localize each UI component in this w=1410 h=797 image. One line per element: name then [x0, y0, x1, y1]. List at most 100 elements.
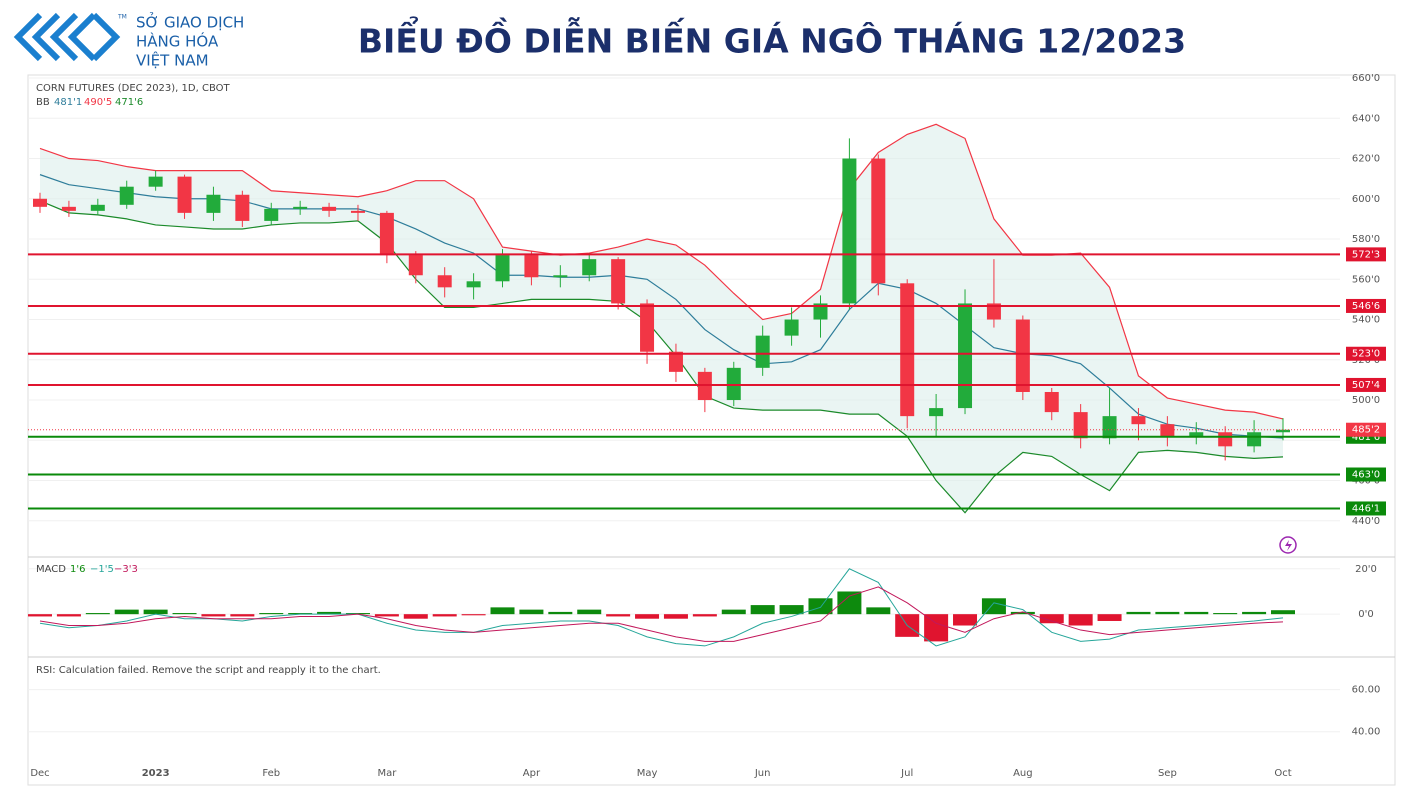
- histogram-bar: [953, 614, 978, 626]
- logo-text: VIỆT NAM: [136, 51, 209, 70]
- candle-body: [1160, 424, 1175, 437]
- candle-body: [61, 206, 76, 211]
- histogram-bar: [924, 614, 949, 642]
- x-tick-label: Apr: [523, 768, 541, 779]
- histogram-bar: [259, 613, 284, 615]
- x-tick-label: Sep: [1158, 768, 1177, 779]
- histogram-bar: [1126, 611, 1151, 615]
- histogram-bar: [866, 607, 891, 615]
- candle-body: [206, 194, 221, 213]
- candle-body: [640, 303, 655, 352]
- histogram-bar: [1155, 611, 1180, 615]
- y-tick-label: 660'0: [1352, 73, 1380, 84]
- candle-body: [1102, 416, 1117, 439]
- histogram-bar: [519, 609, 544, 615]
- candle-body: [119, 186, 134, 205]
- macd-line: [39, 568, 1284, 647]
- candle-body: [1073, 412, 1088, 439]
- level-label: 463'0: [1352, 470, 1380, 481]
- level-label: 446'1: [1352, 503, 1380, 514]
- histogram-bar: [345, 613, 370, 615]
- candle-body: [986, 303, 1001, 320]
- candle-body: [755, 335, 770, 368]
- x-tick-label: Jun: [754, 768, 771, 779]
- candle-body: [871, 158, 886, 284]
- y-tick-label: 40.00: [1352, 727, 1381, 738]
- candle-body: [524, 255, 539, 278]
- level-tag: [1346, 346, 1386, 361]
- plot: 660'0640'0620'0600'0580'0560'0540'0520'0…: [28, 73, 1386, 779]
- histogram-bar: [85, 613, 110, 615]
- histogram-bar: [56, 614, 81, 617]
- candle-body: [293, 206, 308, 209]
- x-tick-label: May: [637, 768, 658, 779]
- level-tag: [1346, 298, 1386, 313]
- level-label: 481'6: [1352, 432, 1380, 443]
- candle-body: [466, 281, 481, 288]
- y-tick-label: 20'0: [1355, 564, 1377, 575]
- histogram-bar: [201, 614, 226, 617]
- logo-text: SỞ GIAO DỊCH: [136, 12, 244, 32]
- legend-value: 490'5: [84, 97, 112, 108]
- candle-body: [1015, 319, 1030, 392]
- histogram-bar: [143, 609, 168, 615]
- level-tag: [1346, 247, 1386, 262]
- logo-text: HÀNG HÓA: [136, 32, 219, 51]
- candle-body: [1276, 429, 1290, 433]
- level-label: 523'0: [1352, 349, 1380, 360]
- x-tick-label: Feb: [262, 768, 280, 779]
- candle-body: [1044, 391, 1059, 413]
- last-price-label: 485'2: [1352, 425, 1380, 436]
- histogram-bar: [808, 598, 833, 615]
- candle-body: [264, 208, 279, 221]
- y-tick-label: 500'0: [1352, 395, 1380, 406]
- histogram-bar: [374, 614, 399, 617]
- y-tick-label: 640'0: [1352, 113, 1380, 124]
- candle-body: [842, 158, 857, 304]
- histogram-bar: [28, 614, 52, 617]
- histogram-bar: [1242, 611, 1267, 615]
- signal-line: [39, 586, 1284, 642]
- x-tick-label: Oct: [1274, 768, 1291, 779]
- x-tick-label: Dec: [30, 768, 49, 779]
- level-label: 546'6: [1352, 301, 1380, 312]
- x-tick-label: 2023: [142, 768, 170, 779]
- candle-body: [582, 259, 597, 276]
- x-tick-label: Jul: [900, 768, 913, 779]
- logo-mark: [13, 12, 121, 62]
- candle-body: [322, 206, 337, 211]
- level-tag: [1346, 377, 1386, 392]
- histogram-bar: [1213, 613, 1238, 615]
- candle-body: [553, 275, 568, 278]
- candle-body: [437, 275, 452, 288]
- candle-body: [1218, 432, 1233, 447]
- candle-body: [726, 367, 741, 401]
- histogram-bar: [606, 614, 631, 617]
- candle-body: [784, 319, 799, 336]
- candle-body: [495, 255, 510, 282]
- histogram-bar: [1184, 611, 1209, 615]
- y-tick-label: 560'0: [1352, 274, 1380, 285]
- legend-value: 471'6: [115, 97, 143, 108]
- x-tick-label: Aug: [1013, 768, 1033, 779]
- histogram-bar: [1271, 610, 1295, 615]
- legend-value: −3'3: [114, 564, 138, 575]
- page-title: BIỂU ĐỒ DIỄN BIẾN GIÁ NGÔ THÁNG 12/2023: [358, 16, 1186, 61]
- chart-title: CORN FUTURES (DEC 2023), 1D, CBOT: [36, 83, 231, 94]
- candle-body: [408, 255, 423, 276]
- x-tick-label: Mar: [377, 768, 397, 779]
- logo-tm: TM: [117, 14, 127, 21]
- y-tick-label: 580'0: [1352, 234, 1380, 245]
- candle-body: [350, 210, 365, 213]
- logo: [13, 12, 121, 62]
- alert-icon[interactable]: [1279, 536, 1297, 554]
- candle-body: [148, 176, 163, 187]
- last-price-tag: [1346, 422, 1386, 437]
- candle-body: [813, 303, 828, 320]
- histogram-bar: [663, 614, 688, 619]
- histogram-bar: [981, 598, 1006, 615]
- candle-body: [33, 198, 47, 207]
- candle-body: [235, 194, 250, 221]
- histogram-bar: [548, 611, 573, 615]
- histogram-bar: [461, 614, 486, 616]
